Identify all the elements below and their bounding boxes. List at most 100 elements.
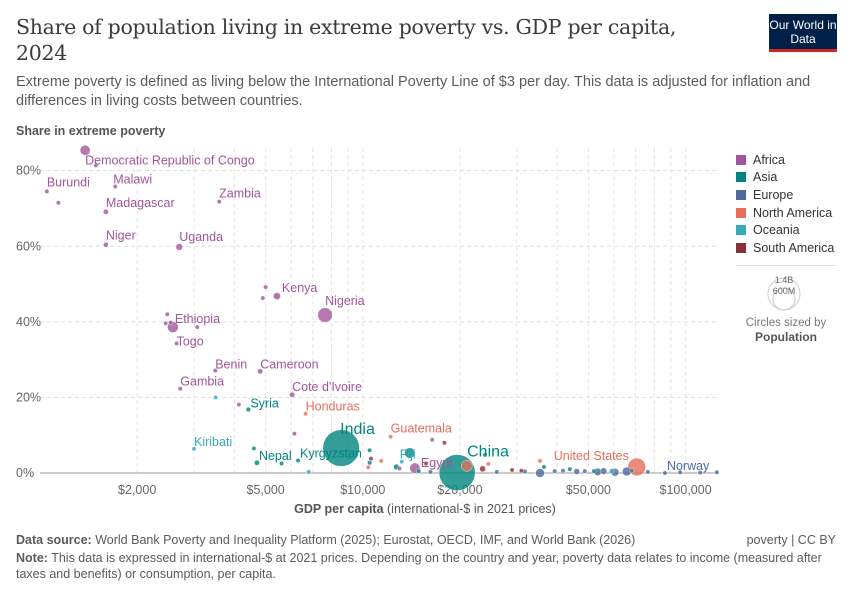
point-label: Madagascar — [106, 196, 175, 210]
data-point — [365, 464, 371, 470]
point-label: Burundi — [47, 175, 90, 189]
data-point — [535, 468, 545, 478]
data-point — [44, 189, 50, 194]
data-point — [213, 395, 219, 400]
legend-item[interactable]: North America — [736, 204, 834, 222]
data-point — [175, 243, 183, 251]
point-label: Niger — [106, 229, 136, 243]
source-label: Data source: — [16, 533, 92, 547]
legend-item[interactable]: Oceania — [736, 221, 834, 239]
data-point — [254, 459, 260, 466]
data-point — [591, 468, 597, 474]
size-legend-large-label: 1.4B — [775, 275, 794, 285]
data-point — [552, 468, 558, 474]
data-point — [404, 447, 416, 459]
data-point — [79, 145, 91, 156]
point-label: Kyrgyzstan — [300, 447, 362, 461]
data-point — [212, 368, 218, 373]
data-point — [697, 470, 703, 476]
data-point — [662, 470, 668, 476]
y-tick-label: 80% — [16, 164, 41, 178]
point-label: Benin — [215, 358, 247, 372]
data-point — [236, 402, 242, 407]
data-point — [317, 307, 333, 323]
data-point — [368, 456, 374, 462]
size-legend-circles: 1.4B 600M — [767, 275, 801, 311]
data-point — [322, 429, 360, 467]
point-label: Togo — [177, 334, 204, 348]
data-point — [486, 461, 491, 467]
point-label: Cote d'Ivoire — [292, 380, 362, 394]
legend-item[interactable]: Africa — [736, 151, 834, 169]
data-point — [482, 452, 488, 458]
point-label: Nigeria — [325, 294, 365, 308]
legend-label: Europe — [753, 187, 794, 202]
point-label: United States — [554, 449, 629, 463]
owid-logo[interactable]: Our World in Data — [769, 14, 837, 52]
legend-swatch — [736, 242, 746, 253]
legend-item[interactable]: Asia — [736, 169, 834, 187]
data-point — [509, 467, 515, 473]
legend-swatch — [736, 189, 746, 200]
point-label: Nepal — [259, 449, 292, 463]
data-point — [537, 458, 543, 464]
data-point — [289, 391, 295, 398]
data-point — [245, 406, 251, 413]
data-source: Data source: World Bank Poverty and Ineq… — [16, 532, 836, 548]
point-label: Kenya — [282, 281, 317, 295]
point-label: Uganda — [179, 230, 223, 244]
x-tick-label: $100,000 — [660, 483, 712, 497]
data-point — [93, 162, 99, 168]
note: Note: This data is expressed in internat… — [16, 550, 836, 582]
data-point — [560, 468, 566, 474]
x-tick-label: $5,000 — [247, 483, 285, 497]
license-link[interactable]: poverty | CC BY — [746, 533, 836, 547]
legend-swatch — [736, 154, 746, 165]
point-label: Egypt — [421, 456, 453, 470]
footer: Data source: World Bank Poverty and Ineq… — [16, 532, 836, 582]
y-tick-label: 0% — [16, 466, 34, 480]
data-point — [303, 411, 309, 417]
data-point — [645, 469, 651, 475]
data-point — [388, 434, 394, 440]
data-point — [164, 311, 170, 317]
point-label: Honduras — [306, 400, 360, 414]
size-legend-small-label: 600M — [773, 286, 796, 296]
legend-item[interactable]: Europe — [736, 186, 834, 204]
legend-swatch — [736, 225, 746, 236]
point-label: Norway — [667, 459, 710, 473]
x-tick-label: $10,000 — [340, 483, 385, 497]
note-label: Note: — [16, 551, 48, 565]
grid — [40, 148, 718, 474]
x-tick-label: $50,000 — [566, 483, 611, 497]
data-point — [168, 320, 174, 325]
legend-label: Asia — [753, 170, 778, 185]
data-point — [479, 465, 486, 473]
data-point — [191, 446, 197, 452]
data-point — [55, 200, 61, 206]
data-point — [519, 468, 524, 474]
data-point — [582, 468, 588, 474]
point-label: China — [467, 444, 509, 461]
data-point — [677, 469, 683, 475]
point-label: Gambia — [180, 375, 224, 389]
y-tick-label: 40% — [16, 315, 41, 329]
legend-label: South America — [753, 240, 835, 255]
data-point — [273, 292, 281, 300]
data-point — [367, 460, 373, 466]
point-labels: Democratic Republic of Congo Burundi Malaw… — [47, 153, 710, 473]
legend-item[interactable]: South America — [736, 239, 834, 257]
data-point — [263, 284, 269, 290]
data-point — [608, 468, 615, 474]
data-point — [573, 468, 580, 475]
size-caption: Circles sized by Population — [736, 316, 836, 345]
data-point — [177, 386, 183, 392]
point-label: Democratic Republic of Congo — [85, 153, 255, 167]
data-point — [416, 468, 422, 474]
legend-label: North America — [753, 205, 833, 220]
size-legend-circle-small — [772, 287, 796, 311]
x-axis-label-bold: GDP per capita — [294, 502, 384, 516]
data-point — [292, 431, 297, 437]
data-point — [494, 469, 500, 475]
